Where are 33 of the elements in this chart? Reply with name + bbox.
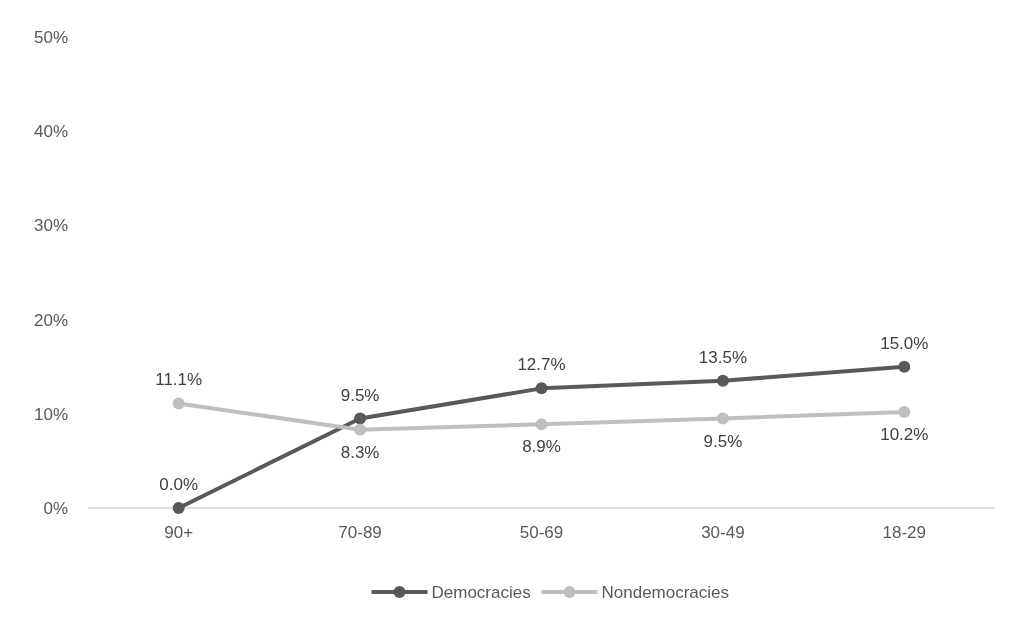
point <box>535 418 548 431</box>
data-label: 8.9% <box>522 437 561 457</box>
point <box>898 360 911 373</box>
y-tick-label: 10% <box>33 404 68 424</box>
data-label: 0.0% <box>159 475 199 494</box>
point <box>898 405 911 418</box>
data-label: 12.7% <box>517 355 566 375</box>
data-label: 8.3% <box>340 442 380 462</box>
data-label: 10.2% <box>880 424 929 444</box>
point <box>535 382 548 395</box>
x-tick-label: 50-69 <box>519 523 564 542</box>
legend-label: Nondemocracies <box>601 582 730 602</box>
data-label: 9.5% <box>703 431 743 451</box>
point <box>172 397 185 410</box>
point <box>354 412 367 425</box>
legend-label: Democracies <box>431 582 531 602</box>
x-tick-label: 70-89 <box>338 523 382 542</box>
point <box>716 412 729 425</box>
y-tick-label: 20% <box>33 310 68 330</box>
data-label: 13.5% <box>698 347 747 367</box>
data-label: 11.1% <box>155 370 203 390</box>
data-label: 9.5% <box>340 385 380 405</box>
y-tick-label: 30% <box>33 216 68 236</box>
y-tick-label: 0% <box>43 498 68 518</box>
point <box>172 502 185 514</box>
x-tick-label: 30-49 <box>701 523 745 542</box>
data-label: 15.0% <box>880 333 929 353</box>
point <box>716 374 729 387</box>
x-tick-label: 90+ <box>164 523 194 542</box>
y-tick-label: 40% <box>33 122 68 142</box>
y-tick-label: 50% <box>33 27 68 47</box>
point <box>354 423 367 436</box>
x-tick-label: 18-29 <box>882 523 927 542</box>
